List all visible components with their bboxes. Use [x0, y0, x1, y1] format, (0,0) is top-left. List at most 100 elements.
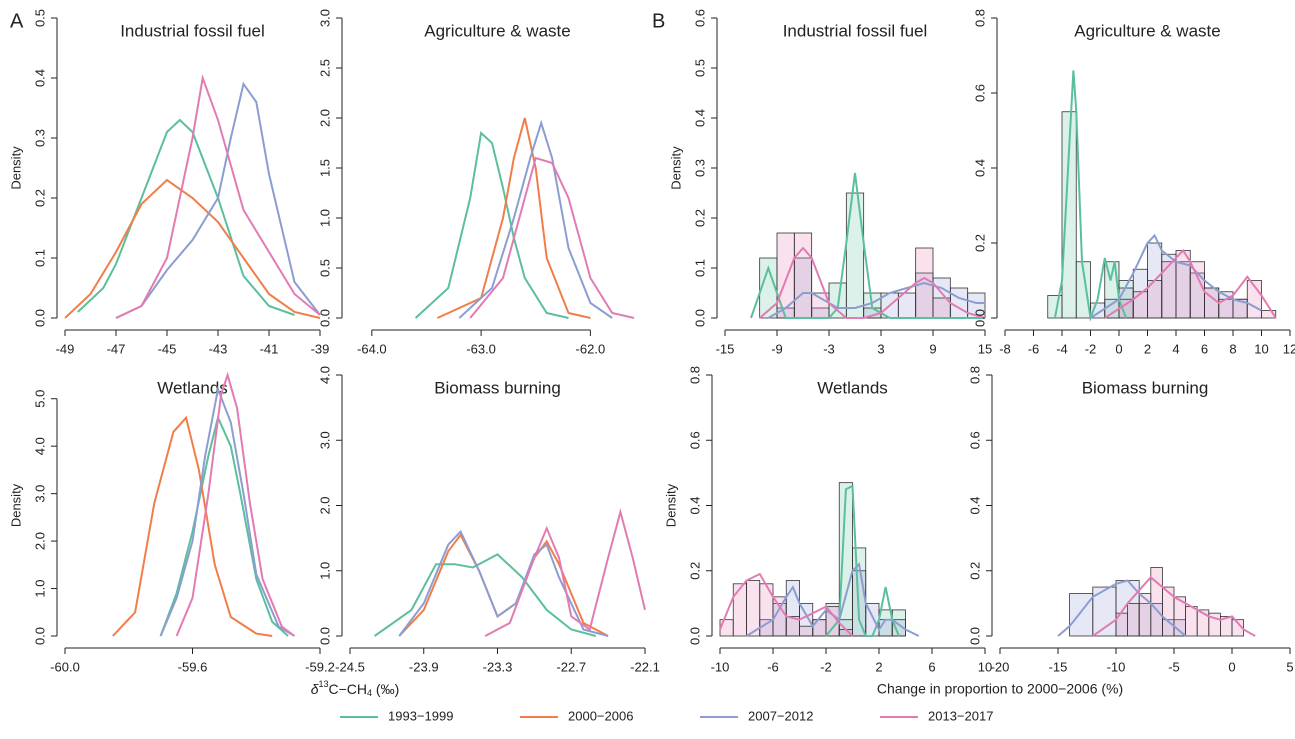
y-tick-label: 4.0 [317, 366, 332, 384]
x-tick-label: 0 [1115, 341, 1122, 356]
density-curve [719, 572, 854, 637]
legend-label: 1993−1999 [388, 708, 453, 723]
histogram-bar [793, 232, 813, 319]
histogram-bar [1132, 291, 1148, 319]
y-tick-label: 0.2 [32, 189, 47, 207]
y-tick-label: 2.0 [317, 496, 332, 514]
y-axis-label: Density [8, 146, 23, 190]
x-tick-label: -6 [1028, 341, 1040, 356]
density-curve [159, 414, 289, 637]
x-tick-label: -23.9 [409, 659, 439, 674]
x-tick-label: 6 [928, 659, 935, 674]
x-tick-label: -45 [158, 341, 177, 356]
y-tick-label: 0.3 [692, 159, 707, 177]
y-tick-label: 0.0 [967, 627, 982, 645]
x-tick-label: -22.1 [630, 659, 660, 674]
x-tick-label: 4 [1172, 341, 1179, 356]
histogram-bar [1261, 310, 1277, 319]
y-tick-label: 0.5 [32, 9, 47, 27]
chart-title: Industrial fossil fuel [120, 21, 265, 40]
density-curve [77, 118, 295, 316]
y-tick-label: 0.0 [972, 309, 987, 327]
y-tick-label: 0.2 [692, 209, 707, 227]
density-curve [825, 484, 900, 637]
x-tick-label: -47 [107, 341, 126, 356]
y-tick-label: 2.0 [317, 109, 332, 127]
density-curve [484, 508, 646, 637]
x-tick-label: 9 [929, 341, 936, 356]
x-tick-label: -10 [711, 659, 730, 674]
x-tick-label: -10 [1107, 659, 1126, 674]
histogram-bar [1185, 606, 1198, 637]
legend-label: 2007−2012 [748, 708, 813, 723]
y-tick-label: 3.0 [317, 9, 332, 27]
y-tick-label: 2.5 [317, 59, 332, 77]
y-tick-label: 0.8 [972, 9, 987, 27]
x-tick-label: -15 [1049, 659, 1068, 674]
histogram-bar [776, 232, 795, 319]
legend-label: 2013−2017 [928, 708, 993, 723]
y-tick-label: 1.0 [32, 580, 47, 598]
x-tick-label: -63.0 [466, 341, 496, 356]
density-curve [112, 415, 273, 637]
x-tick-label: -2 [1085, 341, 1097, 356]
density-curve [469, 156, 635, 319]
histogram-bar [1118, 298, 1134, 319]
x-tick-label: 10 [1254, 341, 1268, 356]
y-tick-label: 0.0 [687, 627, 702, 645]
density-curve [436, 117, 591, 319]
chart-title: Biomass burning [434, 378, 561, 397]
density-curve [745, 562, 920, 637]
x-tick-label: 12 [1283, 341, 1295, 356]
density-curve [64, 178, 321, 319]
density-curve [115, 74, 321, 319]
y-tick-label: 0.4 [972, 159, 987, 177]
y-tick-label: 0.8 [967, 366, 982, 384]
histogram-bar [732, 583, 747, 637]
histogram-bar [1075, 261, 1091, 319]
x-tick-label: -24.5 [335, 659, 365, 674]
x-tick-label: 0 [1228, 659, 1235, 674]
x-tick-label: -6 [767, 659, 779, 674]
x-tick-label: 2 [875, 659, 882, 674]
x-tick-label: -5 [1168, 659, 1180, 674]
y-tick-label: 0.0 [317, 627, 332, 645]
y-tick-label: 0.6 [687, 431, 702, 449]
x-tick-label: -59.6 [178, 659, 208, 674]
histogram-bar [799, 625, 814, 637]
y-tick-label: 0.5 [692, 59, 707, 77]
histogram-bar [828, 282, 847, 319]
density-curve [159, 385, 296, 637]
histogram-bar [1061, 111, 1077, 319]
density-curve [414, 131, 569, 319]
chart-title: Industrial fossil fuel [783, 21, 928, 40]
x-tick-label: 2 [1144, 341, 1151, 356]
y-tick-label: 0.4 [32, 69, 47, 87]
y-tick-label: 2.0 [32, 532, 47, 550]
density-curve [1092, 575, 1256, 637]
y-tick-label: 3.0 [32, 485, 47, 503]
y-tick-label: 0.0 [692, 309, 707, 327]
y-tick-label: 1.0 [317, 562, 332, 580]
density-curve [374, 553, 597, 637]
histogram-bar [845, 192, 865, 319]
density-curve [175, 371, 296, 637]
y-axis-label: Density [663, 483, 678, 527]
legend-label: 2000−2006 [568, 708, 633, 723]
x-tick-label: 6 [1201, 341, 1208, 356]
y-tick-label: 0.0 [32, 627, 47, 645]
y-tick-label: 0.1 [692, 259, 707, 277]
density-curve [759, 246, 986, 319]
chart-title: Biomass burning [1082, 378, 1209, 397]
density-curve [1104, 248, 1277, 319]
x-tick-label: -4 [1056, 341, 1068, 356]
histogram-bar [1231, 619, 1244, 637]
y-tick-label: 0.2 [967, 562, 982, 580]
y-tick-label: 0.4 [692, 109, 707, 127]
x-tick-label: -2 [820, 659, 832, 674]
density-curve [1057, 579, 1187, 637]
x-tick-label: -43 [209, 341, 228, 356]
density-curve [1089, 233, 1262, 319]
y-axis-label: Density [8, 483, 23, 527]
density-curve [458, 119, 613, 319]
